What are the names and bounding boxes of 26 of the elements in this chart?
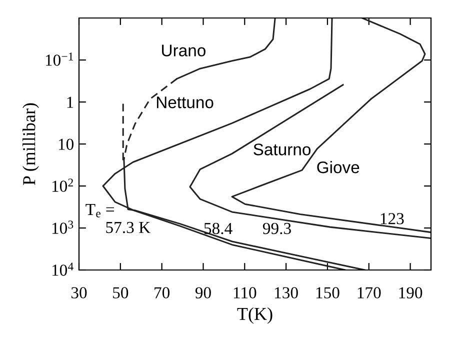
annotation: T$_{e}$ = bbox=[86, 204, 114, 218]
x-axis-title: T(K) bbox=[237, 307, 272, 324]
x-tick-label: 170 bbox=[358, 287, 381, 298]
x-tick-label: 30 bbox=[71, 287, 87, 298]
x-tick-label: 110 bbox=[234, 287, 256, 298]
annotation: 58.4 bbox=[204, 222, 232, 234]
x-tick-label: 130 bbox=[275, 287, 298, 298]
series-label: Nettuno bbox=[156, 96, 214, 108]
y-tick-label: 10$^{−1}$ bbox=[46, 52, 73, 66]
series-label: Saturno bbox=[254, 144, 311, 156]
series-label: Urano bbox=[162, 44, 206, 56]
annotation: 99.3 bbox=[262, 222, 291, 234]
annotation: 57.3 K bbox=[106, 222, 150, 234]
x-tick-label: 70 bbox=[154, 287, 170, 298]
x-tick-label: 150 bbox=[316, 287, 340, 298]
x-tick-label: 50 bbox=[113, 287, 128, 298]
y-tick-label: 10 bbox=[58, 138, 74, 150]
y-axis-title: P (millibar) bbox=[22, 103, 39, 186]
x-tick-label: 90 bbox=[195, 287, 211, 298]
y-tick-label: 1 bbox=[67, 96, 74, 108]
y-tick-label: 10$^{2}$ bbox=[52, 178, 73, 192]
series-label: Giove bbox=[317, 161, 360, 174]
y-tick-label: 10$^{4}$ bbox=[52, 262, 74, 276]
annotation: 123 bbox=[380, 213, 404, 224]
x-tick-label: 190 bbox=[399, 287, 422, 298]
y-tick-label: 10$^{3}$ bbox=[52, 220, 74, 234]
